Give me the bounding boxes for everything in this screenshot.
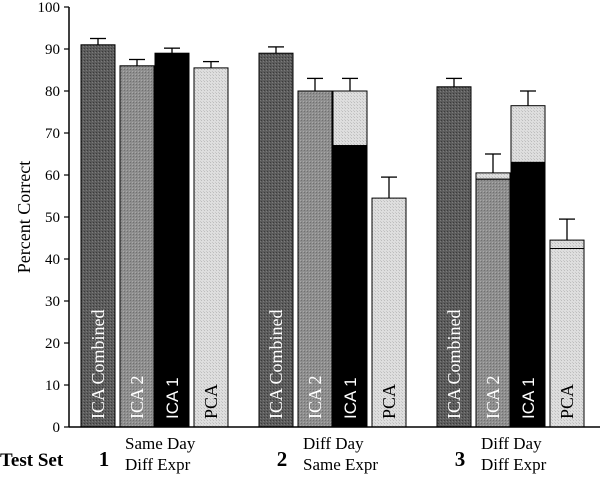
bar <box>371 197 407 428</box>
bar <box>475 178 511 428</box>
bar-label: ICA Combined <box>444 309 464 419</box>
labels-layer: ICA Combined ICA 2 ICA 1 PCA 1 Same Day Diff E… <box>0 309 577 474</box>
y-tick-label: 100 <box>38 0 61 16</box>
y-tick-label: 30 <box>45 294 60 310</box>
bar-upper-segment <box>332 90 368 147</box>
bar <box>154 52 190 428</box>
group-number: 2 <box>277 447 288 471</box>
bar-upper-segment <box>475 172 511 180</box>
y-tick-label: 90 <box>45 42 60 58</box>
bar <box>549 248 585 428</box>
x-axis-caption: Test Set <box>0 450 64 471</box>
bar-label: ICA 1 <box>341 377 360 419</box>
y-tick-label: 70 <box>45 126 60 142</box>
bar <box>119 65 155 428</box>
group-desc-line1: Diff Day <box>481 434 542 453</box>
bar <box>80 44 116 428</box>
group-desc-line2: Same Expr <box>303 455 378 474</box>
y-tick-label: 60 <box>45 168 60 184</box>
bar-label: ICA 2 <box>127 375 147 419</box>
y-tick-label: 40 <box>45 252 60 268</box>
group-number: 1 <box>99 447 110 471</box>
group-desc-line1: Same Day <box>125 434 196 453</box>
y-tick-label: 80 <box>45 84 60 100</box>
bar-upper-segment <box>549 239 585 250</box>
bar <box>332 145 368 428</box>
bar <box>510 161 546 428</box>
bar-label: ICA Combined <box>266 309 286 419</box>
bar-label: ICA 2 <box>483 375 503 419</box>
bar-label: PCA <box>201 384 221 419</box>
bar-label: ICA 1 <box>519 377 538 419</box>
y-tick-label: 0 <box>53 420 61 436</box>
bars-layer <box>80 37 585 428</box>
group-number: 3 <box>455 447 466 471</box>
y-tick-label: 10 <box>45 378 60 394</box>
bar-upper-segment <box>510 105 546 163</box>
axis-layer: 0 10 20 30 40 50 60 70 80 90 100 Percent Correct <box>14 0 600 436</box>
bar-label: PCA <box>379 384 399 419</box>
group-desc-line2: Diff Expr <box>481 455 547 474</box>
bar-label: PCA <box>557 384 577 419</box>
y-axis-title: Percent Correct <box>14 161 34 273</box>
group-desc-line1: Diff Day <box>303 434 364 453</box>
bar-label: ICA Combined <box>88 309 108 419</box>
y-tick-label: 50 <box>45 210 60 226</box>
bar-label: ICA 1 <box>163 377 182 419</box>
bar <box>258 52 294 428</box>
bar-label: ICA 2 <box>305 375 325 419</box>
group-desc-line2: Diff Expr <box>125 455 191 474</box>
bar <box>193 67 229 428</box>
bar <box>436 86 472 428</box>
y-tick-label: 20 <box>45 336 60 352</box>
